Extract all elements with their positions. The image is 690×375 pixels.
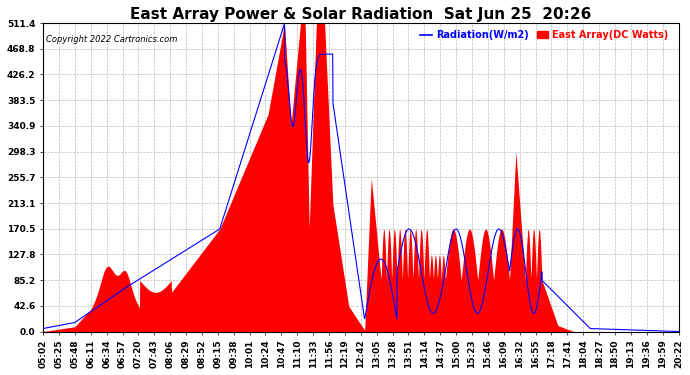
Legend: Radiation(W/m2), East Array(DC Watts): Radiation(W/m2), East Array(DC Watts)	[417, 26, 672, 44]
Title: East Array Power & Solar Radiation  Sat Jun 25  20:26: East Array Power & Solar Radiation Sat J…	[130, 7, 591, 22]
Text: Copyright 2022 Cartronics.com: Copyright 2022 Cartronics.com	[46, 36, 177, 45]
